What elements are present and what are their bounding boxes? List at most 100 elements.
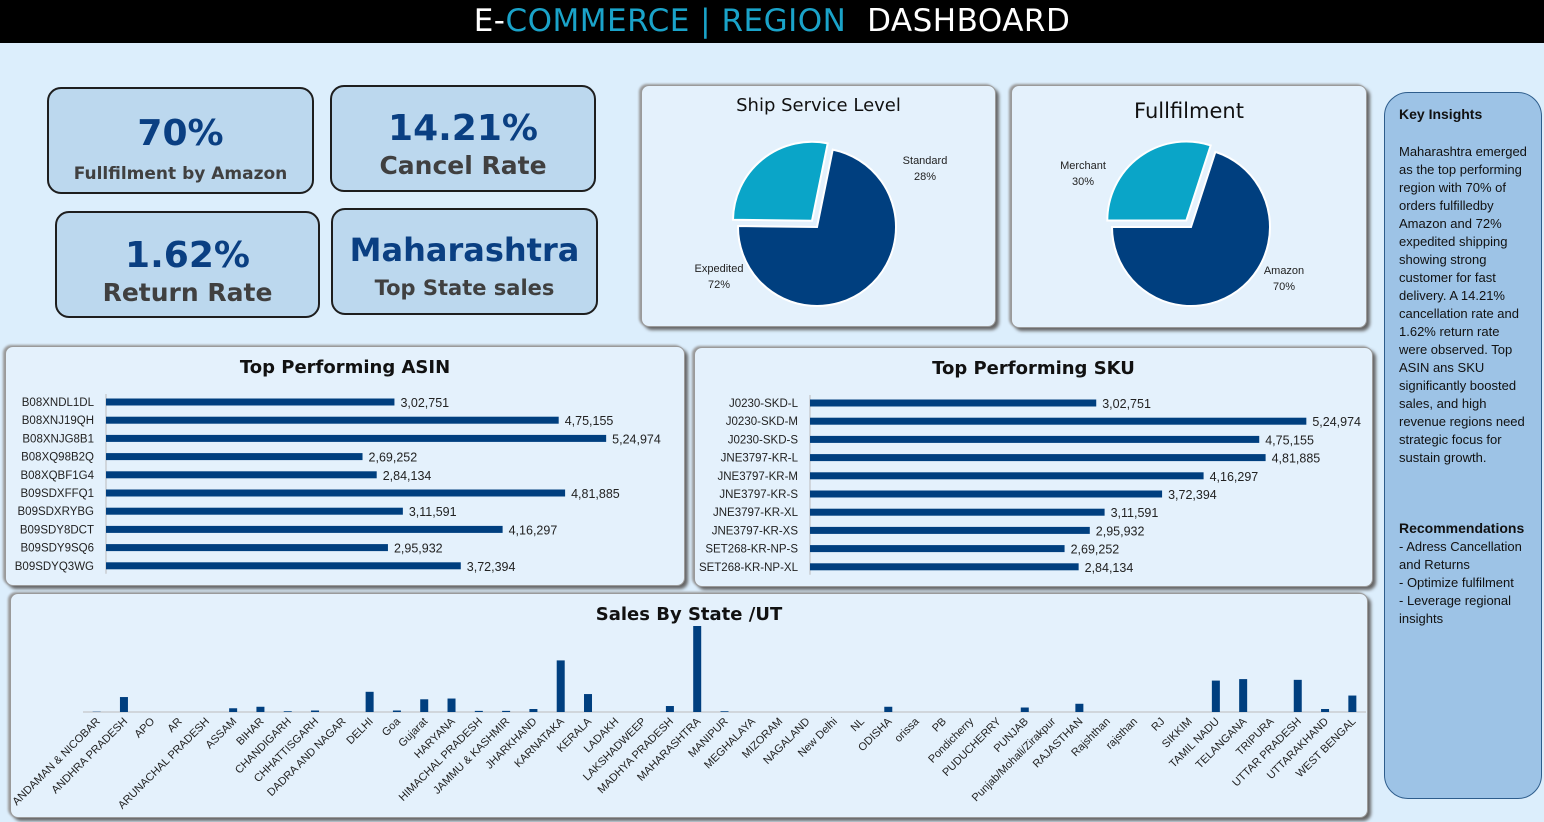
state-bar: [229, 708, 238, 712]
kpi-card-top-state: Maharashtra Top State sales: [331, 208, 598, 315]
bar-category-label: JNE3797-KR-M: [717, 471, 798, 483]
fulfilment-chart: Amazon 70% Merchant 30%: [1060, 140, 1304, 307]
bar: [810, 508, 1105, 516]
bar: [810, 472, 1204, 480]
insights-title: Key Insights: [1399, 106, 1483, 122]
state-bar: [884, 706, 893, 712]
state-label: APO: [132, 715, 157, 740]
recommendation-item: - Leverage regional insights: [1399, 593, 1512, 626]
bar: [106, 471, 377, 479]
bar-category-label: B09SDY8DCT: [20, 524, 94, 536]
kpi-label: Cancel Rate: [379, 151, 547, 180]
pie-slice-amazon: [1110, 150, 1271, 307]
bar-value-label: 3,02,751: [400, 396, 449, 410]
bar: [106, 562, 461, 570]
state-bar: [1348, 695, 1357, 712]
kpi-value: 70%: [137, 113, 224, 154]
state-bar: [420, 699, 429, 712]
state-bar: [502, 710, 511, 712]
bar: [106, 489, 566, 497]
state-bar: [311, 710, 320, 712]
title-commerce: COMMERCE: [505, 3, 690, 39]
pie-label: Merchant: [1060, 160, 1106, 172]
state-bar: [447, 698, 456, 712]
bar-category-label: JNE3797-KR-L: [721, 453, 799, 465]
pie-slice-standard: [731, 140, 829, 222]
bar-value-label: 2,84,134: [1085, 561, 1134, 575]
insights-text: Maharashtra emerged as the top performin…: [1399, 144, 1527, 465]
bar: [810, 435, 1260, 443]
state-bar: [693, 626, 702, 712]
state-bar: [1321, 709, 1330, 712]
state-bar: [392, 710, 401, 712]
bar: [106, 544, 388, 552]
bar-category-label: JNE3797-KR-XL: [713, 507, 799, 519]
state-bar: [256, 706, 265, 712]
dashboard-title: E-COMMERCE | REGION DASHBOARD: [474, 3, 1071, 39]
pie-label: Standard: [903, 155, 948, 167]
bar-value-label: 4,75,155: [565, 414, 614, 428]
bar-value-label: 5,24,974: [612, 432, 661, 446]
bar: [810, 490, 1163, 498]
bar-value-label: 3,02,751: [1102, 397, 1151, 411]
bar: [106, 398, 395, 406]
panel-title: Top Performing SKU: [932, 358, 1135, 379]
kpi-card-cancel-rate: 14.21% Cancel Rate: [330, 85, 596, 192]
recommendations-title: Recommendations: [1399, 520, 1525, 536]
bar: [106, 525, 503, 533]
bar-category-label: B08XNDL1DL: [22, 397, 95, 409]
state-bar: [529, 709, 538, 712]
dashboard-header: E-COMMERCE | REGION DASHBOARD: [0, 0, 1544, 43]
state-label: NL: [849, 716, 867, 734]
state-bar: [365, 691, 374, 712]
title-prefix: E-: [473, 3, 506, 39]
pie-label: Expedited: [695, 263, 744, 275]
state-label: DELHI: [344, 716, 375, 747]
kpi-value: Maharashtra: [349, 231, 580, 269]
bar-category-label: B09SDY9SQ6: [20, 543, 94, 555]
bar-category-label: B08XQBF1G4: [20, 470, 94, 482]
fulfilment-panel: Fullfilment Amazon 70% Merchant 30%: [1011, 85, 1367, 328]
bar-category-label: B08XQ98B2Q: [21, 452, 94, 464]
kpi-card-fulfilment: 70% Fullfilment by Amazon: [47, 87, 314, 194]
kpi-label: Return Rate: [102, 278, 273, 307]
state-bar: [1239, 679, 1248, 712]
state-label: ASSAM: [204, 716, 240, 752]
bar-category-label: SET268-KR-NP-XL: [699, 562, 799, 574]
recommendation-item: - Optimize fulfilment: [1399, 575, 1514, 590]
state-bar: [1075, 703, 1084, 712]
bar-value-label: 2,95,932: [1096, 524, 1145, 538]
state-bar: [584, 694, 593, 712]
recommendation-item: - Adress Cancellation and Returns: [1399, 539, 1522, 572]
bar: [810, 399, 1097, 407]
top-asin-chart: B08XNDL1DL 3,02,751 B08XNJ19QH 4,75,155 B08X…: [15, 394, 661, 574]
top-sku-panel: Top Performing SKU J0230-SKD-L 3,02,751 J0…: [694, 347, 1373, 587]
state-label: PB: [930, 716, 949, 735]
pie-slice-expedited: [737, 148, 897, 307]
bar: [810, 417, 1307, 425]
bar: [810, 545, 1065, 553]
kpi-label: Top State sales: [374, 276, 555, 300]
panel-title: Sales By State /UT: [595, 604, 783, 625]
state-bar: [474, 710, 483, 712]
bar-value-label: 3,72,394: [467, 560, 516, 574]
bar-category-label: JNE3797-KR-XS: [712, 525, 799, 537]
bar-value-label: 4,81,885: [571, 487, 620, 501]
bar-category-label: B09SDXFFQ1: [21, 488, 95, 500]
kpi-value: 14.21%: [388, 108, 538, 149]
bar-category-label: J0230-SKD-M: [726, 416, 798, 428]
title-region: REGION: [721, 3, 847, 39]
state-label: orissa: [892, 715, 922, 745]
bar-category-label: J0230-SKD-L: [729, 398, 799, 410]
bar-value-label: 3,11,591: [1111, 506, 1159, 520]
bar-value-label: 4,16,297: [509, 523, 558, 537]
bar: [106, 434, 607, 442]
bar: [106, 453, 363, 461]
bar-value-label: 3,11,591: [409, 505, 457, 519]
bar-category-label: B09SDXRYBG: [18, 506, 95, 518]
bar-value-label: 2,84,134: [383, 469, 432, 483]
kpi-label: Fullfilment by Amazon: [73, 164, 288, 184]
bar: [106, 416, 559, 424]
bar-category-label: J0230-SKD-S: [728, 434, 799, 446]
